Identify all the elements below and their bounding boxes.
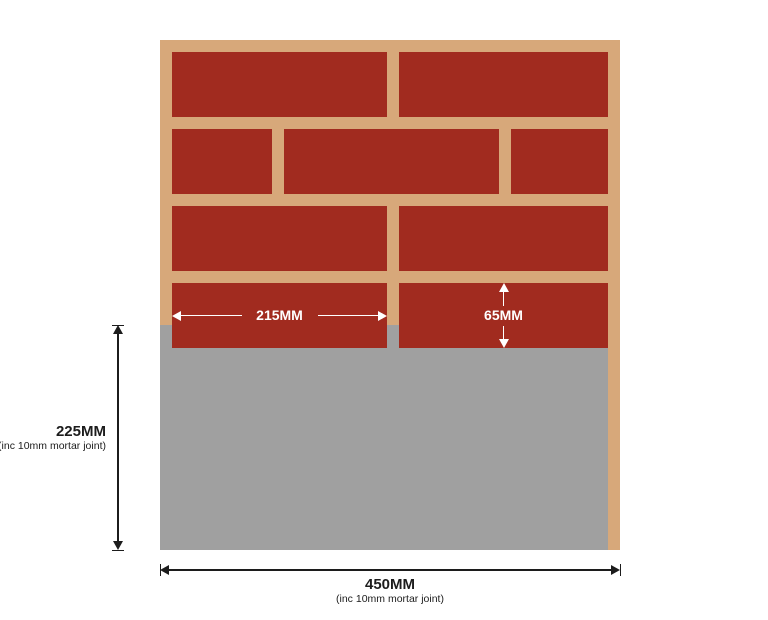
- brick: [172, 206, 387, 271]
- concrete-block: [160, 325, 608, 550]
- brick: [399, 52, 608, 117]
- label-brick-width: 215MM: [248, 307, 312, 323]
- dimension-line: [503, 292, 504, 306]
- arrow-head-left: [160, 565, 169, 575]
- brick: [284, 129, 499, 194]
- dimension-tick: [112, 325, 124, 326]
- dimension-line: [169, 569, 611, 570]
- brick: [172, 52, 387, 117]
- arrow-head-right: [378, 311, 387, 321]
- arrow-head-left: [172, 311, 181, 321]
- dimension-tick: [160, 564, 161, 576]
- dimension-tick: [112, 550, 124, 551]
- label-block-width-value: 450MM: [365, 576, 415, 593]
- arrow-head-up: [499, 283, 509, 292]
- label-brick-height: 65MM: [476, 307, 532, 323]
- dimension-line: [117, 334, 118, 541]
- label-block-height: 225MM(inc 10mm mortar joint): [0, 423, 106, 452]
- brick: [399, 206, 608, 271]
- brick: [511, 129, 608, 194]
- arrow-head-down: [499, 339, 509, 348]
- label-block-width-sub: (inc 10mm mortar joint): [300, 593, 480, 605]
- brick: [172, 129, 272, 194]
- label-block-height-value: 225MM: [56, 423, 106, 440]
- diagram-stage: 215MM65MM225MM(inc 10mm mortar joint)450…: [0, 0, 768, 620]
- dimension-line: [181, 315, 242, 316]
- dimension-line: [503, 326, 504, 340]
- label-block-height-sub: (inc 10mm mortar joint): [0, 440, 106, 452]
- arrow-head-up: [113, 325, 123, 334]
- dimension-line: [318, 315, 379, 316]
- dimension-tick: [620, 564, 621, 576]
- label-block-width: 450MM(inc 10mm mortar joint): [300, 576, 480, 605]
